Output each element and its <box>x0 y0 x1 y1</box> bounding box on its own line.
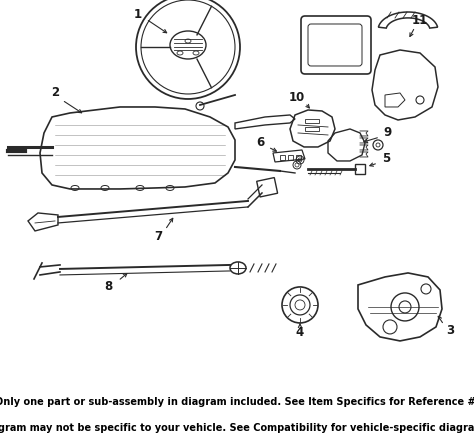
Bar <box>296 155 301 160</box>
Text: 6: 6 <box>256 137 264 150</box>
Bar <box>288 155 293 160</box>
Bar <box>305 119 319 123</box>
Text: 5: 5 <box>382 153 390 166</box>
Text: 9: 9 <box>384 126 392 139</box>
Text: Diagram may not be specific to your vehicle. See Compatibility for vehicle-speci: Diagram may not be specific to your vehi… <box>0 423 474 433</box>
Text: 4: 4 <box>296 327 304 340</box>
Bar <box>355 164 365 174</box>
Text: 2: 2 <box>51 86 59 100</box>
Bar <box>257 178 278 197</box>
Bar <box>305 127 319 131</box>
Text: 3: 3 <box>446 324 454 337</box>
Text: 11: 11 <box>412 15 428 28</box>
Text: 10: 10 <box>289 92 305 105</box>
Text: 1: 1 <box>134 8 142 21</box>
Text: Only one part or sub-assembly in diagram included. See Item Specifics for Refere: Only one part or sub-assembly in diagram… <box>0 397 474 407</box>
Text: 7: 7 <box>154 231 162 243</box>
Text: 8: 8 <box>104 280 112 293</box>
Bar <box>280 155 285 160</box>
